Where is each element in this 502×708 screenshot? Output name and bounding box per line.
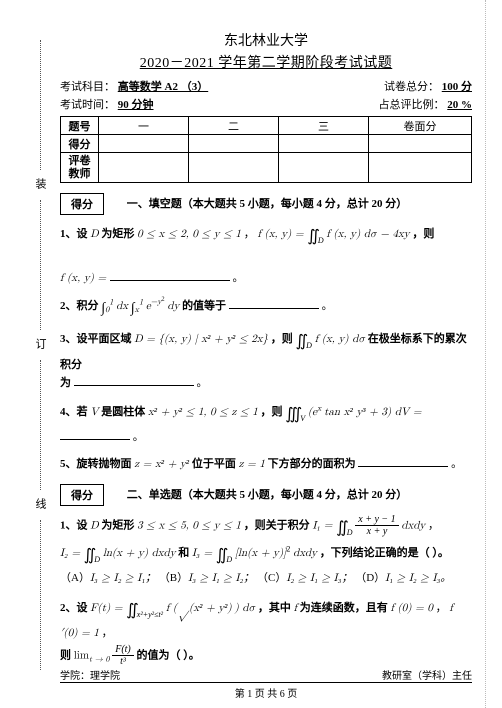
margin-label-cut: 订 [32,338,48,349]
score-box-2: 得分 [60,484,104,506]
q4-lead: 4、若 [60,406,90,418]
q4-blank [60,428,130,440]
section-1-header: 得分 一、填空题（本大题共 5 小题，每小题 4 分，总计 20 分） [60,193,472,215]
page-right-guide [485,0,486,708]
question-2: 2、积分 ∫01 dx ∫x1 e−y2 dy 的值等于 。 [60,297,472,321]
term-line: 2020－2021 学年第二学期阶段考试试题 [140,52,393,72]
mq2-lead: 2、设 [60,602,90,614]
footer-office: 教研室（学科）主任 [382,667,472,682]
meta-row-1: 考试科目： 高等数学 A2 （3） 试卷总分： 100 分 [60,78,472,94]
page-footer: 学院：理学院 教研室（学科）主任 第 1 页 共 6 页 [60,667,472,700]
section-2-header: 得分 二、单选题（本大题共 5 小题，每小题 4 分，总计 20 分） [60,484,472,506]
meta-row-2: 考试时间： 90 分钟 占总评比例： 20 % [60,96,472,112]
q1-lead: 1、设 [60,228,90,240]
cell-sec1: 一 [99,117,189,135]
subject-value: 高等数学 A2 （3） [118,81,208,93]
total-value: 100 分 [442,81,472,93]
binding-margin: 装 订 线 [26,0,56,708]
table-row: 评卷 教师 [61,153,472,183]
score-box-1: 得分 [60,193,104,215]
mq1-fraction: x + y − 1 x + y [355,514,398,538]
margin-label-line: 线 [32,498,48,509]
mq2-fraction: F(t) t³ [112,644,134,668]
q2-lead: 2、积分 [60,300,101,312]
q3-blank [74,374,194,386]
subject-label: 考试科目： [60,81,115,93]
time-value: 90 分钟 [118,99,154,111]
q2-blank [229,297,319,309]
mc-question-2: 2、设 F(t) = ∬x²+y²≤t² f ( √(x² + y²) ) dσ… [60,597,472,668]
cell-qnum-label: 题号 [61,117,99,135]
exam-page: 装 订 线 东北林业大学 2020－2021 学年第二学期阶段考试试题 考试科目… [0,0,502,708]
question-1: 1、设 D 为矩形 0 ≤ x ≤ 2, 0 ≤ y ≤ 1 ， f (x, y… [60,223,472,289]
cell-score-label: 得分 [61,135,99,153]
mq1-lead: 1、设 [60,520,90,532]
cell-grader-label: 评卷 教师 [61,153,99,183]
cell-sec3: 三 [279,117,369,135]
question-4: 4、若 V 是圆柱体 x² + y² ≤ 1, 0 ≤ z ≤ 1 ，则 ∭V … [60,401,472,447]
mc-question-1: 1、设 D 为矩形 3 ≤ x ≤ 5, 0 ≤ y ≤ 1 ，则关于积分 I₁… [60,514,472,589]
q3-lead: 3、设平面区域 [60,333,134,345]
cell-paper-total: 卷面分 [369,117,472,135]
margin-label-bind: 装 [32,178,48,189]
question-5: 5、旋转抛物面 z = x² + y² 位于平面 z = 1 下方部分的面积为 … [60,455,472,475]
total-label: 试卷总分： [384,81,439,93]
ratio-value: 20 % [447,99,472,111]
section-1-title: 一、填空题（本大题共 5 小题，每小题 4 分，总计 20 分） [127,198,408,210]
q5-blank [358,455,448,467]
section-2-title: 二、单选题（本大题共 5 小题，每小题 4 分，总计 20 分） [127,489,408,501]
university-name: 东北林业大学 [60,30,472,50]
q1-blank [110,269,230,281]
cell-sec2: 二 [189,117,279,135]
question-3: 3、设平面区域 D = {(x, y) | x² + y² ≤ 2x} ，则 ∬… [60,328,472,393]
table-row: 得分 [61,135,472,153]
time-label: 考试时间： [60,99,115,111]
table-row: 题号 一 二 三 卷面分 [61,117,472,135]
footer-dept: 学院：理学院 [60,667,120,682]
ratio-label: 占总评比例： [379,99,445,111]
q5-lead: 5、旋转抛物面 [60,458,134,470]
score-table: 题号 一 二 三 卷面分 得分 评卷 教师 [60,116,472,183]
title-block: 东北林业大学 2020－2021 学年第二学期阶段考试试题 [60,30,472,72]
footer-page: 第 1 页 共 6 页 [60,685,472,700]
